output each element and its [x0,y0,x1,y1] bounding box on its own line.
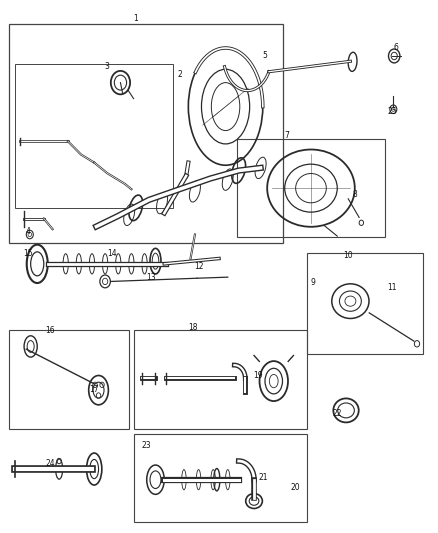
Text: 1: 1 [134,14,138,23]
Text: 15: 15 [24,249,33,257]
Text: 11: 11 [387,284,397,292]
Text: 23: 23 [142,441,152,449]
Bar [15,64,173,208]
Bar [307,253,423,354]
Text: 25: 25 [387,108,397,116]
Text: 14: 14 [107,249,117,257]
Text: 24: 24 [46,459,55,468]
Text: 7: 7 [284,132,290,140]
Text: 16: 16 [46,326,55,335]
Text: 20: 20 [291,483,300,492]
Text: 10: 10 [343,252,353,260]
Bar [134,330,307,429]
Text: 6: 6 [394,44,399,52]
Bar [9,24,283,243]
Text: 22: 22 [332,409,342,417]
Text: 2: 2 [177,70,182,79]
Text: 5: 5 [262,52,268,60]
Text: 8: 8 [353,190,357,199]
Text: 12: 12 [194,262,204,271]
Text: 19: 19 [254,372,263,380]
Bar [134,434,307,522]
Bar [9,330,129,429]
Text: 17: 17 [89,385,99,393]
Bar [237,139,385,237]
Text: 13: 13 [146,273,156,281]
Text: 3: 3 [105,62,110,71]
Text: 21: 21 [258,473,268,481]
Text: 4: 4 [26,228,31,236]
Text: 9: 9 [311,278,316,287]
Text: 18: 18 [188,324,198,332]
